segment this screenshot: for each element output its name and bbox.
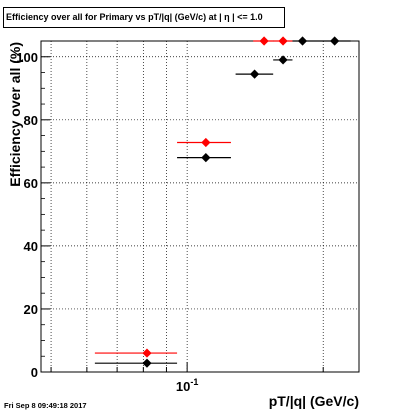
data-point-black <box>142 358 152 368</box>
y-tick-label: 0 <box>31 365 38 380</box>
data-point-red <box>259 36 269 46</box>
y-tick-label: 40 <box>24 239 38 254</box>
data-point-red <box>201 137 211 148</box>
timestamp: Fri Sep 8 09:49:18 2017 <box>4 401 87 410</box>
data-point-black <box>201 153 211 163</box>
x-axis-label: pT/|q| (GeV/c) <box>269 393 359 409</box>
x-tick-label: 10-1 <box>176 377 198 394</box>
data-point-red <box>278 36 288 46</box>
data-point-black <box>249 69 260 79</box>
tick-labels: 0 20 40 60 80 100 10-1 <box>16 50 198 394</box>
data-point-black <box>278 55 288 65</box>
y-tick-label: 100 <box>16 50 38 65</box>
y-tick-label: 60 <box>24 176 38 191</box>
y-axis-label: Efficiency over all (%) <box>7 42 23 187</box>
y-tick-label: 80 <box>24 113 38 128</box>
axes <box>41 56 324 373</box>
plot-frame <box>40 40 360 373</box>
grid <box>41 41 359 372</box>
data-point-red <box>142 348 152 358</box>
data-point-black <box>330 36 340 46</box>
data-marks <box>94 36 351 368</box>
y-tick-label: 20 <box>24 302 38 317</box>
chart-title: Efficiency over all for Primary vs pT/|q… <box>3 7 285 28</box>
data-point-black <box>297 36 308 46</box>
